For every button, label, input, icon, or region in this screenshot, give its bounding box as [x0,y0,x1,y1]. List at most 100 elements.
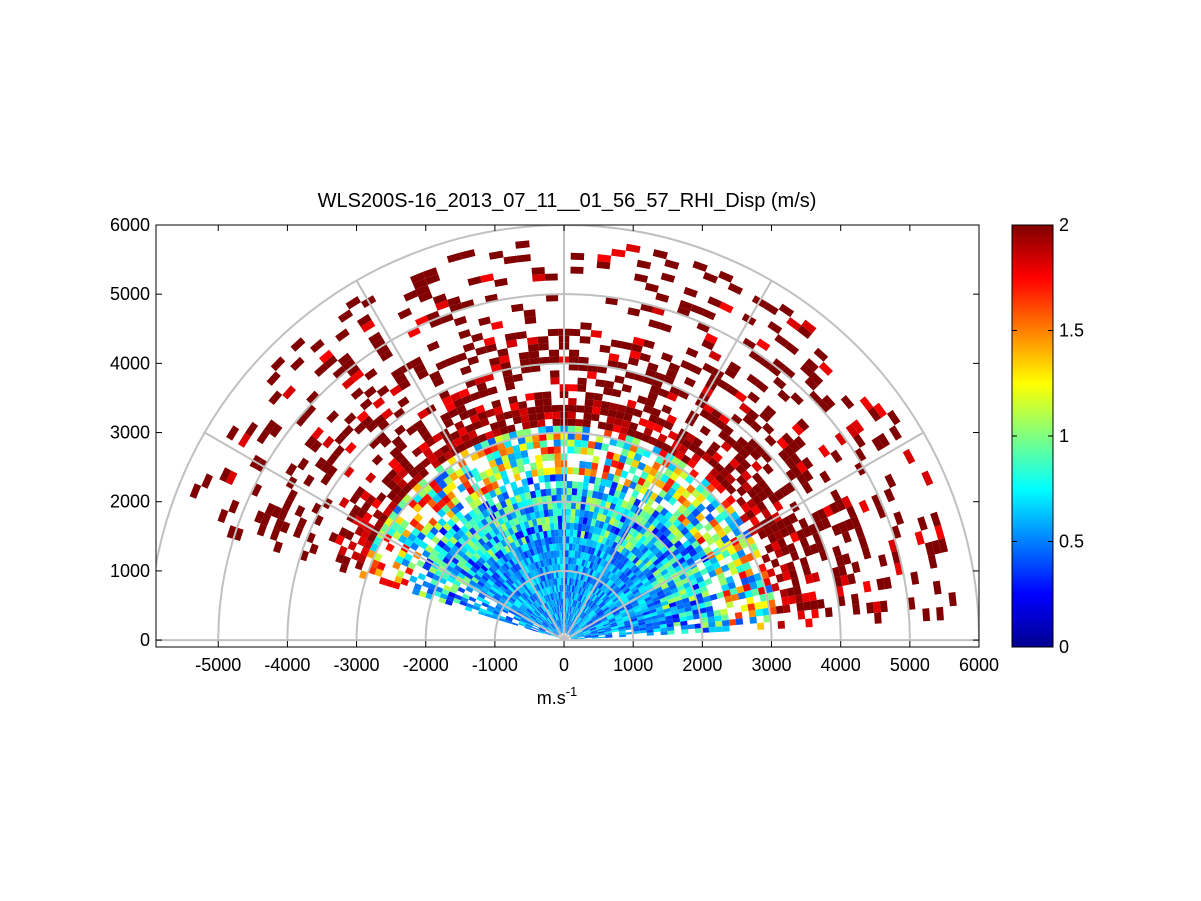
scan-cell [480,564,489,572]
scan-cell [492,450,501,460]
scan-cell [419,540,429,550]
scan-cell [504,590,512,597]
scan-cell [505,615,514,621]
scan-cell [616,553,624,561]
scan-cell [647,515,656,525]
scan-cell [432,376,445,388]
scan-cell [725,494,736,506]
scan-cell [470,566,478,574]
scan-cell [341,424,354,438]
scan-cell [402,493,413,504]
scan-cell [493,561,501,570]
scan-cell [594,587,600,595]
scan-cell [789,531,800,543]
scan-cell [486,579,495,586]
scan-cell [521,593,528,600]
scan-cell [314,363,329,377]
scan-cell [530,614,538,620]
scan-cell [772,500,784,512]
scan-cell [672,518,682,528]
scan-cell [481,574,489,582]
scan-cell [489,538,497,547]
scan-cell [660,627,668,632]
scan-cell [784,341,800,356]
scan-cell [694,447,706,458]
scan-cell [624,541,632,550]
scan-cell [730,413,743,425]
scan-cell [710,408,723,420]
scan-cell [664,511,673,520]
scan-cell [580,322,592,330]
angle-spoke [563,431,924,641]
scan-cell [427,488,437,499]
scan-cell [605,599,613,606]
scan-cell [593,605,600,612]
scan-cell [569,599,572,607]
scan-cell [475,583,483,591]
scan-cell [574,439,582,448]
scan-cell [555,620,560,628]
scan-cell [342,358,356,372]
scan-cell [521,528,528,537]
scan-cell [550,579,554,587]
scan-cell [499,470,508,479]
scan-cell [540,552,546,560]
scan-cell [689,599,698,607]
scan-cell [572,624,578,630]
scan-cell [464,495,474,505]
scan-cell [633,605,641,611]
scan-cell [662,572,671,580]
scan-cell [930,511,941,527]
scan-cell [705,513,715,523]
scan-cell [544,481,551,489]
scan-cell [579,611,585,618]
scan-cell [375,431,388,443]
scan-cell [630,599,638,606]
scan-cell [553,515,558,523]
scan-cell [534,511,541,519]
scan-cell [566,605,569,613]
scan-cell [597,590,604,598]
scan-cell [470,467,480,477]
scan-cell [697,549,707,559]
scan-cell [551,607,555,615]
scan-cell [534,600,541,607]
scan-cell [564,584,567,592]
scan-cell [681,629,689,634]
scan-cell [516,546,524,554]
scan-cell [726,384,739,397]
scan-cell [663,520,673,529]
scan-cell [524,435,533,444]
scan-cell [646,506,656,516]
scan-cell [719,578,728,586]
scan-cell [418,590,427,598]
colorbar: 00.511.52 [1011,215,1084,657]
scan-cell [536,618,543,624]
scan-cell [509,402,520,411]
scan-cell [644,549,653,557]
scan-cell [668,362,681,373]
scan-cell [583,606,589,613]
scan-cell [427,553,437,562]
scan-cell [326,465,338,478]
scan-cell [720,478,731,490]
scan-cell [801,592,810,603]
scan-cell [670,587,679,595]
scan-cell [575,627,581,633]
scan-cell [655,292,670,303]
scan-cell [614,577,621,585]
scan-cell [541,622,548,628]
scan-cell [584,398,594,407]
scan-cell [552,578,556,586]
scan-cell [422,447,434,458]
scan-cell [654,602,663,609]
scan-cell [565,550,569,558]
scan-cell [447,296,461,307]
scan-cell [788,569,798,580]
scan-cell [511,604,519,610]
scan-cell [642,610,650,616]
scan-cell [378,577,388,586]
scan-cell [350,387,364,400]
scan-cell [506,339,518,349]
scan-cell [624,578,632,586]
